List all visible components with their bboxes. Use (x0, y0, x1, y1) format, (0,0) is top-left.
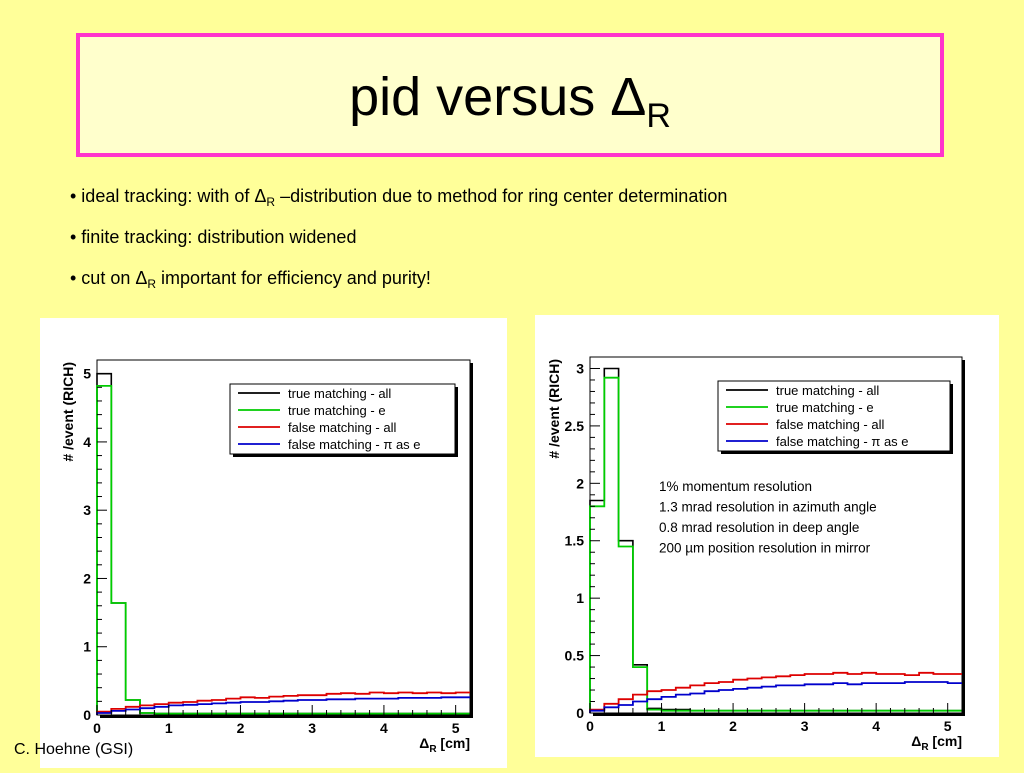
y-tick-label: 3 (83, 502, 91, 518)
legend-label: true matching - e (288, 403, 386, 418)
y-tick-label: 1.5 (565, 533, 585, 549)
left-chart-panel: 0 1 2 3 4 5 0 1 2 3 4 5 # /event (RICH) ΔR [cm] true m… (40, 318, 507, 768)
bullet-text: • ideal tracking: with of (70, 186, 255, 206)
annotation-text: 0.8 mrad resolution in deep angle (659, 520, 859, 535)
bullet-item: • cut on ΔR important for efficiency and… (70, 268, 727, 309)
x-axis-label-subscript: R (921, 742, 929, 753)
title-text: pid versus (349, 67, 611, 127)
x-axis-label-symbol: Δ (419, 735, 429, 751)
legend-label: true matching - e (776, 400, 874, 415)
x-tick-label: 4 (380, 720, 388, 736)
x-axis-label: ΔR [cm] (419, 735, 470, 755)
series-line-4 (96, 696, 470, 715)
x-tick-label: 1 (165, 720, 173, 736)
x-axis-label-unit: [cm] (929, 733, 962, 749)
y-axis-label: # /event (RICH) (60, 362, 76, 462)
x-axis-label-unit: [cm] (437, 735, 470, 751)
x-tick-label: 3 (308, 720, 316, 736)
series-line-3 (96, 691, 470, 715)
title-box: pid versus ΔR (76, 33, 944, 157)
title-delta-symbol: Δ (610, 67, 647, 127)
legend-label: false matching - all (288, 420, 396, 435)
bullet-text: • finite tracking: distribution widened (70, 227, 357, 247)
right-chart-panel: 0 1 2 3 4 5 0 0.5 1 1.5 2 2.5 3 # /event (RICH) ΔR [cm… (535, 315, 999, 757)
delta-symbol: Δ (135, 268, 148, 288)
legend-label: false matching - π as e (288, 437, 421, 452)
right-histogram-chart: 0 1 2 3 4 5 0 0.5 1 1.5 2 2.5 3 # /event (RICH) ΔR [cm… (546, 356, 965, 753)
y-tick-label: 1 (576, 590, 584, 606)
bullet-list: • ideal tracking: with of ΔR –distributi… (70, 186, 727, 309)
legend-label: false matching - all (776, 417, 884, 432)
title-subscript: R (646, 97, 671, 135)
y-tick-label: 3 (576, 360, 584, 376)
bullet-item: • finite tracking: distribution widened (70, 227, 727, 268)
y-tick-label: 2 (576, 475, 584, 491)
x-axis-label-symbol: Δ (911, 733, 921, 749)
x-tick-label: 2 (237, 720, 245, 736)
bullet-text: –distribution due to method for ring cen… (275, 186, 728, 206)
annotation-text: 200 µm position resolution in mirror (659, 541, 871, 556)
x-tick-label: 2 (729, 718, 737, 734)
delta-symbol: Δ (254, 186, 267, 206)
x-tick-label: 3 (801, 718, 809, 734)
bullet-item: • ideal tracking: with of ΔR –distributi… (70, 186, 727, 227)
y-tick-label: 0.5 (565, 648, 585, 664)
series-line-2 (96, 385, 470, 715)
y-tick-label: 4 (83, 434, 91, 450)
legend-label: true matching - all (288, 386, 391, 401)
x-axis-label: ΔR [cm] (911, 733, 962, 753)
x-axis-label-subscript: R (429, 744, 437, 755)
legend-label: true matching - all (776, 383, 879, 398)
legend-box (229, 383, 456, 455)
subscript: R (266, 195, 276, 209)
legend-label: false matching - π as e (776, 434, 909, 449)
bullet-text: important for efficiency and purity! (156, 268, 431, 288)
left-histogram-chart: 0 1 2 3 4 5 0 1 2 3 4 5 # /event (RICH) ΔR [cm] true m… (60, 359, 473, 755)
y-tick-label: 5 (83, 366, 91, 382)
annotation-text: 1% momentum resolution (659, 479, 812, 494)
subscript: R (147, 277, 157, 291)
series-line-3 (589, 671, 962, 713)
x-tick-label: 4 (872, 718, 880, 734)
y-tick-label: 1 (83, 639, 91, 655)
x-tick-label: 0 (586, 718, 594, 734)
x-tick-label: 5 (452, 720, 460, 736)
y-tick-label: 0 (576, 705, 584, 721)
slide-title: pid versus ΔR (349, 66, 671, 135)
x-tick-label: 1 (658, 718, 666, 734)
author-credit: C. Hoehne (GSI) (14, 741, 134, 758)
y-tick-label: 2.5 (565, 418, 585, 434)
legend-box (717, 380, 951, 452)
x-tick-label: 5 (944, 718, 952, 734)
annotation-text: 1.3 mrad resolution in azimuth angle (659, 500, 877, 515)
series-line-4 (589, 681, 962, 713)
y-tick-label: 2 (83, 570, 91, 586)
y-tick-label: 0 (83, 707, 91, 723)
x-tick-label: 0 (93, 720, 101, 736)
bullet-text: • cut on (70, 268, 136, 288)
y-axis-label: # /event (RICH) (546, 359, 562, 459)
